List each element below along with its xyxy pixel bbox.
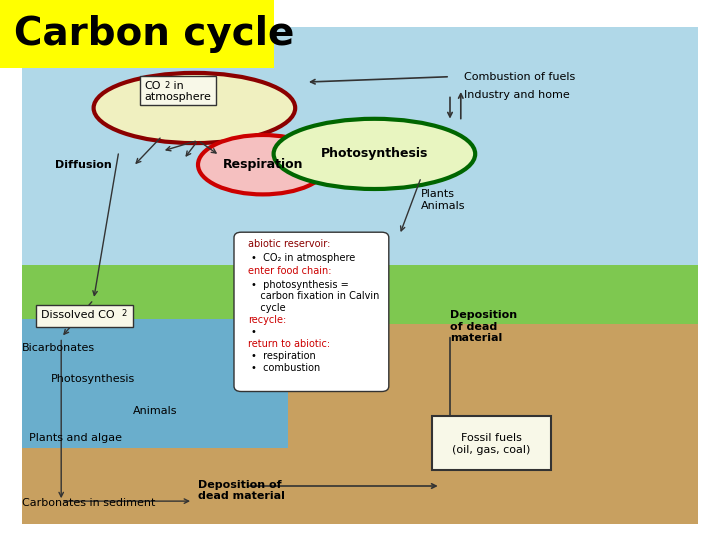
FancyBboxPatch shape: [22, 448, 295, 524]
FancyBboxPatch shape: [36, 305, 133, 327]
Text: Carbon cycle: Carbon cycle: [14, 15, 294, 53]
Text: Dissolved CO: Dissolved CO: [41, 310, 114, 320]
Text: •: •: [251, 327, 256, 337]
Text: Combustion of fuels: Combustion of fuels: [464, 72, 576, 82]
Text: Animals: Animals: [133, 407, 178, 416]
Ellipse shape: [94, 73, 295, 143]
Text: in: in: [170, 82, 184, 91]
Text: return to abiotic:: return to abiotic:: [248, 339, 330, 349]
Text: Fossil fuels
(oil, gas, coal): Fossil fuels (oil, gas, coal): [452, 433, 530, 455]
FancyBboxPatch shape: [22, 265, 698, 340]
Text: Photosynthesis: Photosynthesis: [50, 374, 135, 384]
Text: •  respiration: • respiration: [251, 351, 315, 361]
Text: Respiration: Respiration: [222, 158, 303, 171]
Text: Plants
Animals: Plants Animals: [421, 189, 466, 211]
Text: Deposition
of dead
material: Deposition of dead material: [450, 310, 517, 343]
Text: enter food chain:: enter food chain:: [248, 266, 332, 276]
Text: Bicarbonates: Bicarbonates: [22, 343, 95, 353]
Ellipse shape: [274, 119, 475, 189]
Text: Industry and home: Industry and home: [464, 90, 570, 99]
FancyBboxPatch shape: [0, 0, 274, 68]
Text: •  CO₂ in atmosphere: • CO₂ in atmosphere: [251, 253, 355, 262]
Text: carbon fixation in Calvin: carbon fixation in Calvin: [251, 292, 379, 301]
Text: 2: 2: [164, 80, 169, 90]
Ellipse shape: [198, 135, 328, 194]
Text: cycle: cycle: [251, 303, 285, 313]
Text: abiotic reservoir:: abiotic reservoir:: [248, 239, 330, 249]
Text: atmosphere: atmosphere: [144, 92, 211, 102]
FancyBboxPatch shape: [234, 232, 389, 392]
Text: •  combustion: • combustion: [251, 363, 320, 373]
Text: 2: 2: [121, 309, 126, 318]
Text: Plants and algae: Plants and algae: [29, 434, 122, 443]
Text: CO: CO: [144, 82, 161, 91]
FancyBboxPatch shape: [22, 319, 288, 470]
Text: recycle:: recycle:: [248, 315, 287, 325]
FancyBboxPatch shape: [432, 416, 551, 470]
Text: Diffusion: Diffusion: [55, 160, 112, 170]
Text: Deposition of
dead material: Deposition of dead material: [198, 480, 285, 501]
FancyBboxPatch shape: [288, 324, 698, 524]
FancyBboxPatch shape: [140, 76, 216, 105]
Text: Photosynthesis: Photosynthesis: [320, 147, 428, 160]
Text: Carbonates in sediment: Carbonates in sediment: [22, 498, 155, 508]
FancyBboxPatch shape: [22, 27, 698, 281]
Text: •  photosynthesis =: • photosynthesis =: [251, 280, 348, 289]
